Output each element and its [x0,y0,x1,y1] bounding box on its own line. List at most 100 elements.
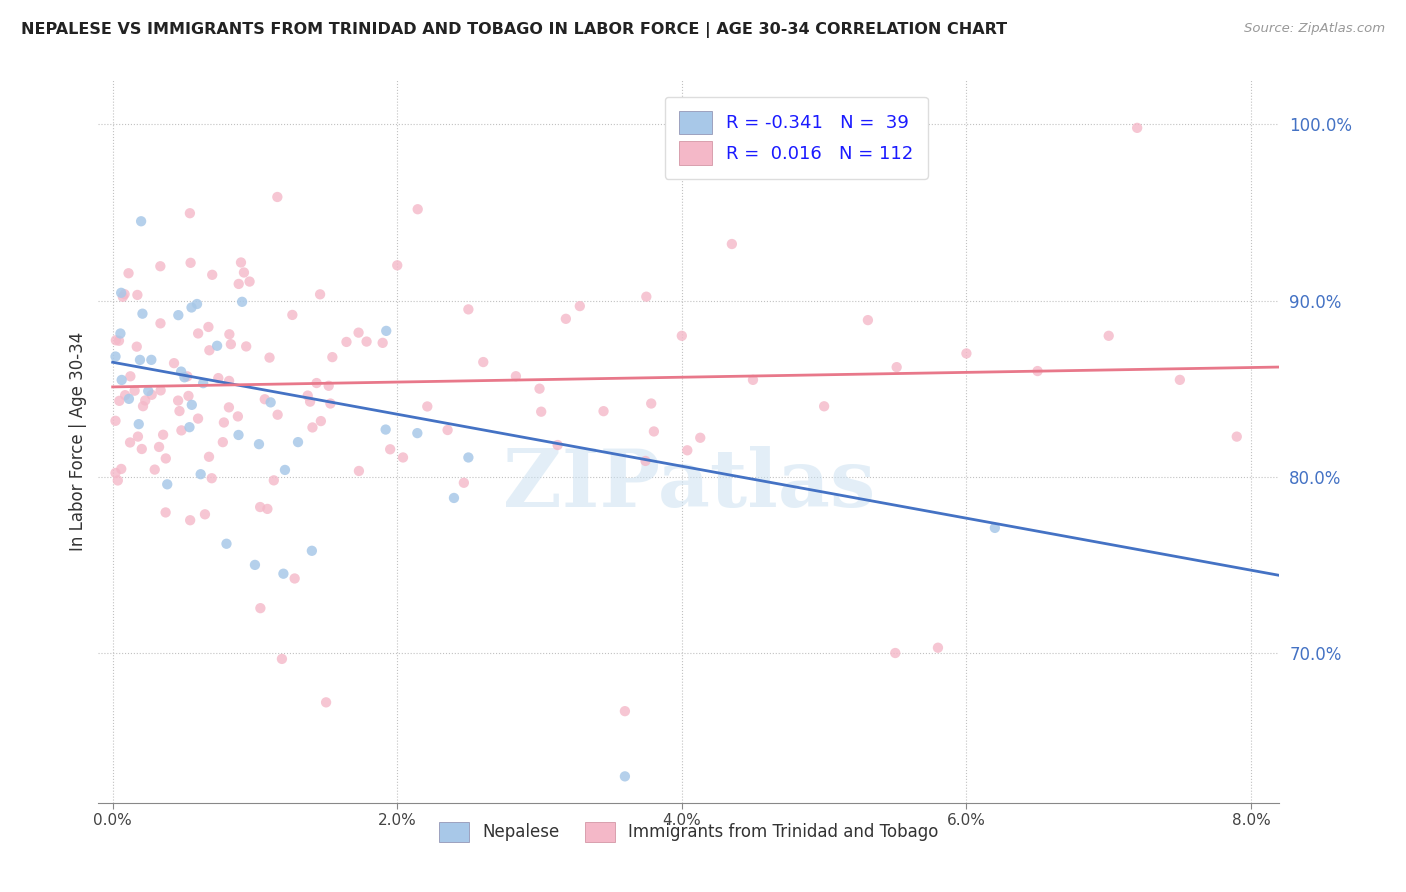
Point [256,502,278,516]
Point [453,475,475,490]
Point [190,467,212,482]
Point [179,420,201,434]
Point [371,335,394,350]
Point [125,340,148,354]
Point [127,429,149,443]
Point [218,327,240,342]
Point [134,393,156,408]
Point [676,443,699,458]
Point [226,409,249,424]
Point [266,408,288,422]
Point [284,572,307,586]
Point [118,392,141,406]
Point [547,438,569,452]
Point [110,326,132,341]
Point [235,339,257,353]
Point [180,398,202,412]
Point [406,202,429,217]
Point [167,393,190,408]
Point [374,423,396,437]
Point [1098,328,1121,343]
Point [191,376,214,391]
Point [1226,429,1249,443]
Point [111,373,134,387]
Point [1026,364,1049,378]
Point [229,255,252,269]
Point [187,411,209,425]
Point [108,393,131,408]
Point [124,384,146,398]
Point [613,704,636,718]
Y-axis label: In Labor Force | Age 30-34: In Labor Force | Age 30-34 [69,332,87,551]
Point [247,437,270,451]
Point [207,371,229,385]
Point [436,423,458,437]
Point [127,288,149,302]
Point [1126,120,1149,135]
Point [297,388,319,402]
Point [457,450,479,465]
Point [152,427,174,442]
Point [613,769,636,783]
Point [884,646,907,660]
Point [110,285,132,300]
Point [305,376,328,390]
Point [205,339,228,353]
Text: NEPALESE VS IMMIGRANTS FROM TRINIDAD AND TOBAGO IN LABOR FORCE | AGE 30-34 CORRE: NEPALESE VS IMMIGRANTS FROM TRINIDAD AND… [21,22,1007,38]
Point [128,417,150,431]
Point [180,301,202,315]
Point [266,190,288,204]
Point [271,652,294,666]
Point [347,464,370,478]
Point [259,351,281,365]
Point [505,369,527,384]
Point [568,299,591,313]
Point [108,334,131,348]
Point [375,324,398,338]
Point [315,695,337,709]
Point [169,404,191,418]
Point [218,401,240,415]
Point [984,521,1007,535]
Point [301,420,323,434]
Point [356,334,378,349]
Point [110,462,132,476]
Point [156,477,179,491]
Point [141,388,163,402]
Point [472,355,495,369]
Point [163,356,186,370]
Point [201,268,224,282]
Point [215,537,238,551]
Point [406,426,429,441]
Point [927,640,949,655]
Point [636,290,658,304]
Point [309,287,332,301]
Point [212,416,235,430]
Point [120,435,142,450]
Point [634,454,657,468]
Point [167,308,190,322]
Point [219,337,242,351]
Point [249,500,271,514]
Point [273,566,295,581]
Point [530,405,553,419]
Point [141,352,163,367]
Point [380,442,402,457]
Point [309,414,332,428]
Point [274,463,297,477]
Point [129,214,152,228]
Point [149,317,172,331]
Point [263,474,285,488]
Text: Source: ZipAtlas.com: Source: ZipAtlas.com [1244,22,1385,36]
Point [689,431,711,445]
Legend: Nepalese, Immigrants from Trinidad and Tobago: Nepalese, Immigrants from Trinidad and T… [433,815,945,848]
Point [131,442,153,456]
Point [955,346,977,360]
Point [228,277,250,291]
Point [233,265,256,279]
Point [120,369,142,384]
Point [321,350,343,364]
Point [107,474,129,488]
Point [131,307,153,321]
Point [176,369,198,384]
